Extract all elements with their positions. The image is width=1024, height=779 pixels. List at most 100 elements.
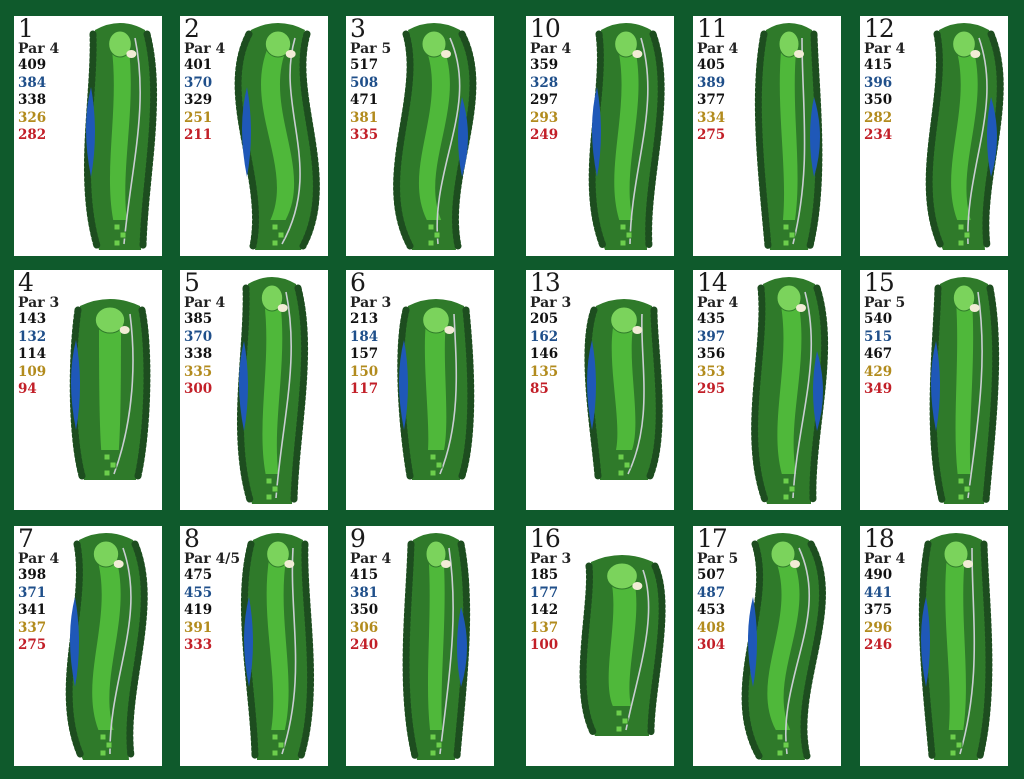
hole-map-illustration: [69, 299, 151, 480]
hole-par: Par 3: [530, 551, 572, 567]
tee-box: [782, 477, 790, 485]
tee-box: [782, 741, 790, 749]
hole-par: Par 4: [184, 295, 226, 311]
hole-number: 5: [184, 270, 200, 297]
hole-card-18[interactable]: 18 Par 4 490 441 375 296 246: [860, 526, 1008, 766]
yardage-gold-tee: 381: [350, 109, 379, 126]
hole-card-6[interactable]: 6 Par 3 213 184 157 150 117: [346, 270, 494, 510]
tee-box: [113, 223, 121, 231]
yardage-blue-tee: 441: [864, 584, 893, 601]
tee-box: [963, 231, 971, 239]
tee-box: [955, 741, 963, 749]
hole-par: Par 4: [18, 41, 60, 57]
hole-par: Par 5: [864, 295, 906, 311]
hole-card-5[interactable]: 5 Par 4 385 370 338 335 300: [180, 270, 328, 510]
yardage-white-tee: 157: [350, 346, 379, 362]
yardage-white-tee: 350: [864, 92, 893, 108]
hole-card-14[interactable]: 14 Par 4 435 397 356 353 295: [693, 270, 841, 510]
hole-card-12[interactable]: 12 Par 4 415 396 350 282 234: [860, 16, 1008, 256]
tee-box: [782, 239, 790, 247]
hole-card-10[interactable]: 10 Par 4 359 328 297 293 249: [526, 16, 674, 256]
tee-box: [271, 223, 279, 231]
yardage-black-tee: 415: [350, 567, 379, 583]
hole-number: 14: [697, 270, 728, 297]
hole-par: Par 5: [697, 551, 739, 567]
yardage-blue-tee: 508: [350, 74, 379, 91]
yardage-red-tee: 240: [350, 637, 379, 653]
tee-box: [99, 733, 107, 741]
tee-box: [788, 485, 796, 493]
yardage-blue-tee: 184: [350, 328, 379, 345]
tee-box: [429, 453, 437, 461]
yardage-blue-tee: 381: [350, 584, 379, 601]
hole-card-7[interactable]: 7 Par 4 398 371 341 337 275: [14, 526, 162, 766]
yardage-red-tee: 282: [18, 127, 47, 143]
hole-number: 9: [350, 526, 366, 553]
yardage-red-tee: 249: [530, 127, 559, 143]
yardage-blue-tee: 397: [697, 328, 726, 345]
yardage-gold-tee: 293: [530, 109, 559, 126]
yardage-blue-tee: 132: [18, 328, 47, 345]
yardage-gold-tee: 296: [864, 619, 893, 636]
tee-box: [625, 231, 633, 239]
hole-par: Par 4: [697, 41, 739, 57]
tee-box: [782, 223, 790, 231]
hole-card-17[interactable]: 17 Par 5 507 487 453 408 304: [693, 526, 841, 766]
yardage-black-tee: 540: [864, 311, 893, 327]
hole-card-16[interactable]: 16 Par 3 185 177 142 137 100: [526, 526, 674, 766]
tee-box: [949, 749, 957, 757]
yardage-red-tee: 349: [864, 381, 893, 397]
yardage-gold-tee: 137: [530, 619, 559, 636]
tee-box: [277, 741, 285, 749]
yardage-gold-tee: 251: [184, 109, 213, 126]
yardage-gold-tee: 391: [184, 619, 213, 636]
yardage-blue-tee: 370: [184, 328, 213, 345]
yardage-black-tee: 143: [18, 311, 47, 327]
yardage-red-tee: 211: [184, 127, 213, 143]
hole-number: 10: [530, 16, 561, 43]
tee-box: [788, 231, 796, 239]
yardage-black-tee: 401: [184, 57, 213, 73]
tee-box: [265, 477, 273, 485]
hole-card-4[interactable]: 4 Par 3 143 132 114 109 94: [14, 270, 162, 510]
tee-box: [617, 453, 625, 461]
yardage-white-tee: 350: [350, 602, 379, 618]
yardage-gold-tee: 334: [697, 109, 726, 126]
hole-par: Par 4: [697, 295, 739, 311]
hole-par: Par 4: [184, 41, 226, 57]
hole-card-15[interactable]: 15 Par 5 540 515 467 429 349: [860, 270, 1008, 510]
tee-box: [776, 749, 784, 757]
hole-card-8[interactable]: 8 Par 4/5 475 455 419 391 333: [180, 526, 328, 766]
yardage-red-tee: 300: [184, 381, 213, 397]
yardage-gold-tee: 408: [697, 619, 726, 636]
yardage-red-tee: 304: [697, 637, 726, 653]
hole-map-illustration: [579, 555, 666, 736]
hole-number: 6: [350, 270, 366, 297]
hole-card-2[interactable]: 2 Par 4 401 370 329 251 211: [180, 16, 328, 256]
tee-box: [782, 493, 790, 501]
hole-number: 8: [184, 526, 200, 553]
hole-card-1[interactable]: 1 Par 4 409 384 338 326 282: [14, 16, 162, 256]
hole-number: 7: [18, 526, 34, 553]
hole-card-9[interactable]: 9 Par 4 415 381 350 306 240: [346, 526, 494, 766]
yardage-blue-tee: 162: [530, 328, 559, 345]
hole-card-3[interactable]: 3 Par 5 517 508 471 381 335: [346, 16, 494, 256]
hole-map-illustration: [588, 23, 665, 250]
yardage-red-tee: 295: [697, 381, 726, 397]
tee-box: [776, 733, 784, 741]
hole-map-illustration: [754, 23, 823, 250]
yardage-black-tee: 385: [184, 311, 213, 327]
yardage-black-tee: 398: [18, 567, 47, 583]
tee-box: [623, 461, 631, 469]
hole-card-11[interactable]: 11 Par 4 405 389 377 334 275: [693, 16, 841, 256]
tee-box: [617, 469, 625, 477]
tee-box: [277, 231, 285, 239]
hole-par: Par 3: [18, 295, 60, 311]
hole-map-illustration: [751, 277, 829, 504]
hole-par: Par 4: [18, 551, 60, 567]
hole-par: Par 4: [864, 551, 906, 567]
tee-box: [429, 749, 437, 757]
tee-box: [427, 239, 435, 247]
tee-box: [119, 231, 127, 239]
hole-card-13[interactable]: 13 Par 3 205 162 146 135 85: [526, 270, 674, 510]
